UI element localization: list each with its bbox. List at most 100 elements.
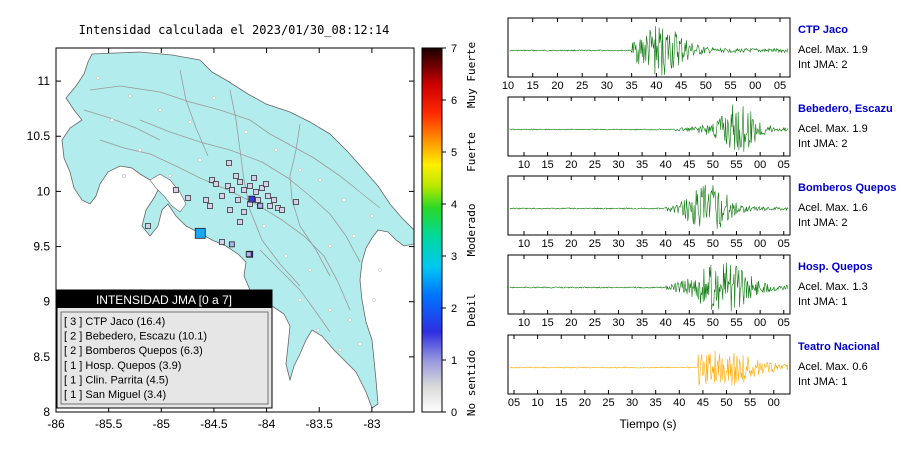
panel-frame bbox=[507, 17, 791, 78]
waveform-panel: 10 15 20 25 30 35 40 45 50 55 00 05 Bebedero, Escazu… bbox=[507, 96, 893, 171]
panel-xtick-label: 35 bbox=[626, 80, 638, 92]
panel-xtick-label: 55 bbox=[730, 317, 742, 329]
panel-xtick-label: 05 bbox=[778, 317, 790, 329]
panel-xtick-label: 10 bbox=[518, 159, 530, 171]
panel-xtick-label: 30 bbox=[626, 397, 638, 409]
panel-xtick-label: 20 bbox=[565, 317, 577, 329]
colorbar-label: No sentido bbox=[465, 350, 478, 416]
int-jma: Int JMA: 1 bbox=[798, 376, 848, 388]
colorbar-tick-label: 2 bbox=[451, 303, 457, 315]
waveform-trace bbox=[509, 350, 789, 386]
station-marker bbox=[213, 181, 219, 187]
panel-xtick-label: 10 bbox=[518, 238, 530, 250]
int-jma: Int JMA: 2 bbox=[798, 138, 848, 150]
station-marker bbox=[255, 197, 261, 203]
panel-xtick-label: 25 bbox=[589, 238, 601, 250]
map-ytick-label: 11 bbox=[38, 74, 51, 88]
acel-max: Acel. Max. 1.6 bbox=[798, 202, 868, 214]
station-marker bbox=[235, 197, 241, 203]
station-marker bbox=[227, 207, 233, 213]
acel-max: Acel. Max. 0.6 bbox=[798, 361, 868, 373]
station-marker bbox=[237, 219, 243, 225]
panel-xtick-label: 10 bbox=[518, 317, 530, 329]
panel-xtick-label: 40 bbox=[660, 317, 672, 329]
panel-xtick-label: 55 bbox=[744, 397, 756, 409]
panel-xtick-label: 10 bbox=[531, 397, 543, 409]
map-ytick-label: 10.5 bbox=[27, 129, 51, 143]
map-xtick-label: -85.5 bbox=[95, 417, 123, 431]
station-marker bbox=[226, 160, 232, 166]
station-name: Hosp. Quepos bbox=[798, 261, 873, 273]
station-markers bbox=[145, 160, 299, 245]
waveform-panel: 10 15 20 25 30 35 40 45 50 55 00 05 CTP Jaco Acel. Ma… bbox=[502, 17, 868, 92]
map-ytick-label: 9 bbox=[43, 295, 50, 309]
traces-xlabel: Tiempo (s) bbox=[620, 417, 677, 431]
station-marker bbox=[233, 173, 239, 179]
map-title: Intensidad calculada el 2023/01/30_08:12… bbox=[79, 23, 390, 37]
legend-item: [ 2 ] Bebedero, Escazu (10.1) bbox=[64, 331, 207, 343]
map-ytick-label: 9.5 bbox=[33, 240, 50, 254]
station-marker bbox=[267, 203, 273, 209]
colorbar-tick-label: 6 bbox=[451, 95, 457, 107]
panel-xtick-label: 40 bbox=[660, 159, 672, 171]
panel-xtick-label: 20 bbox=[579, 397, 591, 409]
intensity-legend: INTENSIDAD JMA [0 a 7] [ 3 ] CTP Jaco (1… bbox=[56, 289, 273, 409]
legend-body bbox=[56, 289, 273, 409]
felt-station-marker bbox=[228, 241, 235, 248]
colorbar-tick-label: 7 bbox=[451, 43, 457, 55]
panel-frame bbox=[507, 175, 791, 236]
station-marker bbox=[279, 207, 285, 213]
waveform-panel: 10 15 20 25 30 35 40 45 50 55 00 05 Bomberos Quepos A… bbox=[507, 175, 896, 250]
station-marker bbox=[241, 209, 247, 215]
felt-station-markers bbox=[194, 195, 264, 258]
legend-title: INTENSIDAD JMA [0 a 7] bbox=[96, 293, 232, 307]
station-marker bbox=[237, 179, 243, 185]
panel-xtick-label: 45 bbox=[683, 159, 695, 171]
panel-xtick-label: 05 bbox=[778, 159, 790, 171]
panel-xtick-label: 35 bbox=[636, 159, 648, 171]
legend-item: [ 1 ] Clin. Parrita (4.5) bbox=[64, 374, 169, 386]
station-name: CTP Jaco bbox=[798, 24, 848, 36]
panel-xtick-label: 20 bbox=[551, 80, 563, 92]
panel-xtick-label: 30 bbox=[612, 317, 624, 329]
station-marker bbox=[259, 185, 265, 191]
panel-xtick-label: 40 bbox=[673, 397, 685, 409]
legend-item: [ 3 ] CTP Jaco (16.4) bbox=[64, 316, 165, 328]
colorbar-gradient bbox=[421, 47, 443, 413]
station-marker bbox=[229, 187, 235, 193]
map-axes: -86 -85.5 -85 -84.5 -84 -83.5 -83 8 8.5 9 9.5 10 10.… bbox=[27, 48, 414, 431]
station-name: Teatro Nacional bbox=[798, 341, 880, 353]
colorbar-tick-label: 3 bbox=[451, 251, 457, 263]
legend-item: [ 1 ] San Miguel (3.4) bbox=[64, 389, 166, 401]
map-xtick-label: -83 bbox=[363, 417, 381, 431]
panel-xtick-label: 25 bbox=[589, 317, 601, 329]
waveform-panels: 10 15 20 25 30 35 40 45 50 55 00 05 CTP Jaco Acel. Ma… bbox=[502, 17, 896, 409]
panel-xtick-label: 00 bbox=[754, 317, 766, 329]
panel-xtick-label: 25 bbox=[589, 159, 601, 171]
map-ytick-label: 8 bbox=[43, 405, 50, 419]
town-dots bbox=[96, 76, 382, 352]
legend-header bbox=[57, 290, 272, 308]
station-marker bbox=[203, 197, 209, 203]
colorbar-label: Fuerte bbox=[465, 132, 478, 172]
map-ytick-label: 8.5 bbox=[33, 350, 50, 364]
waveform-panel: 10 15 20 25 30 35 40 45 50 55 00 05 Hosp. Quepos Acel… bbox=[507, 254, 873, 329]
colorbar-tick-label: 5 bbox=[451, 147, 457, 159]
panel-xtick-label: 00 bbox=[754, 238, 766, 250]
station-marker bbox=[253, 189, 259, 195]
panel-xtick-label: 00 bbox=[768, 397, 780, 409]
station-marker bbox=[293, 199, 299, 205]
station-marker bbox=[265, 193, 271, 199]
station-marker bbox=[247, 183, 253, 189]
colorbar-tick-label: 1 bbox=[451, 355, 457, 367]
map-xtick-label: -86 bbox=[47, 417, 65, 431]
panel-xtick-label: 15 bbox=[541, 317, 553, 329]
panel-xtick-label: 55 bbox=[724, 80, 736, 92]
panel-xtick-label: 40 bbox=[660, 238, 672, 250]
felt-station-marker bbox=[194, 227, 206, 239]
panel-xtick-label: 35 bbox=[636, 238, 648, 250]
station-marker bbox=[207, 203, 213, 209]
waveform-trace bbox=[509, 262, 789, 312]
int-jma: Int JMA: 1 bbox=[798, 296, 848, 308]
colorbar-tick-label: 0 bbox=[451, 407, 457, 419]
